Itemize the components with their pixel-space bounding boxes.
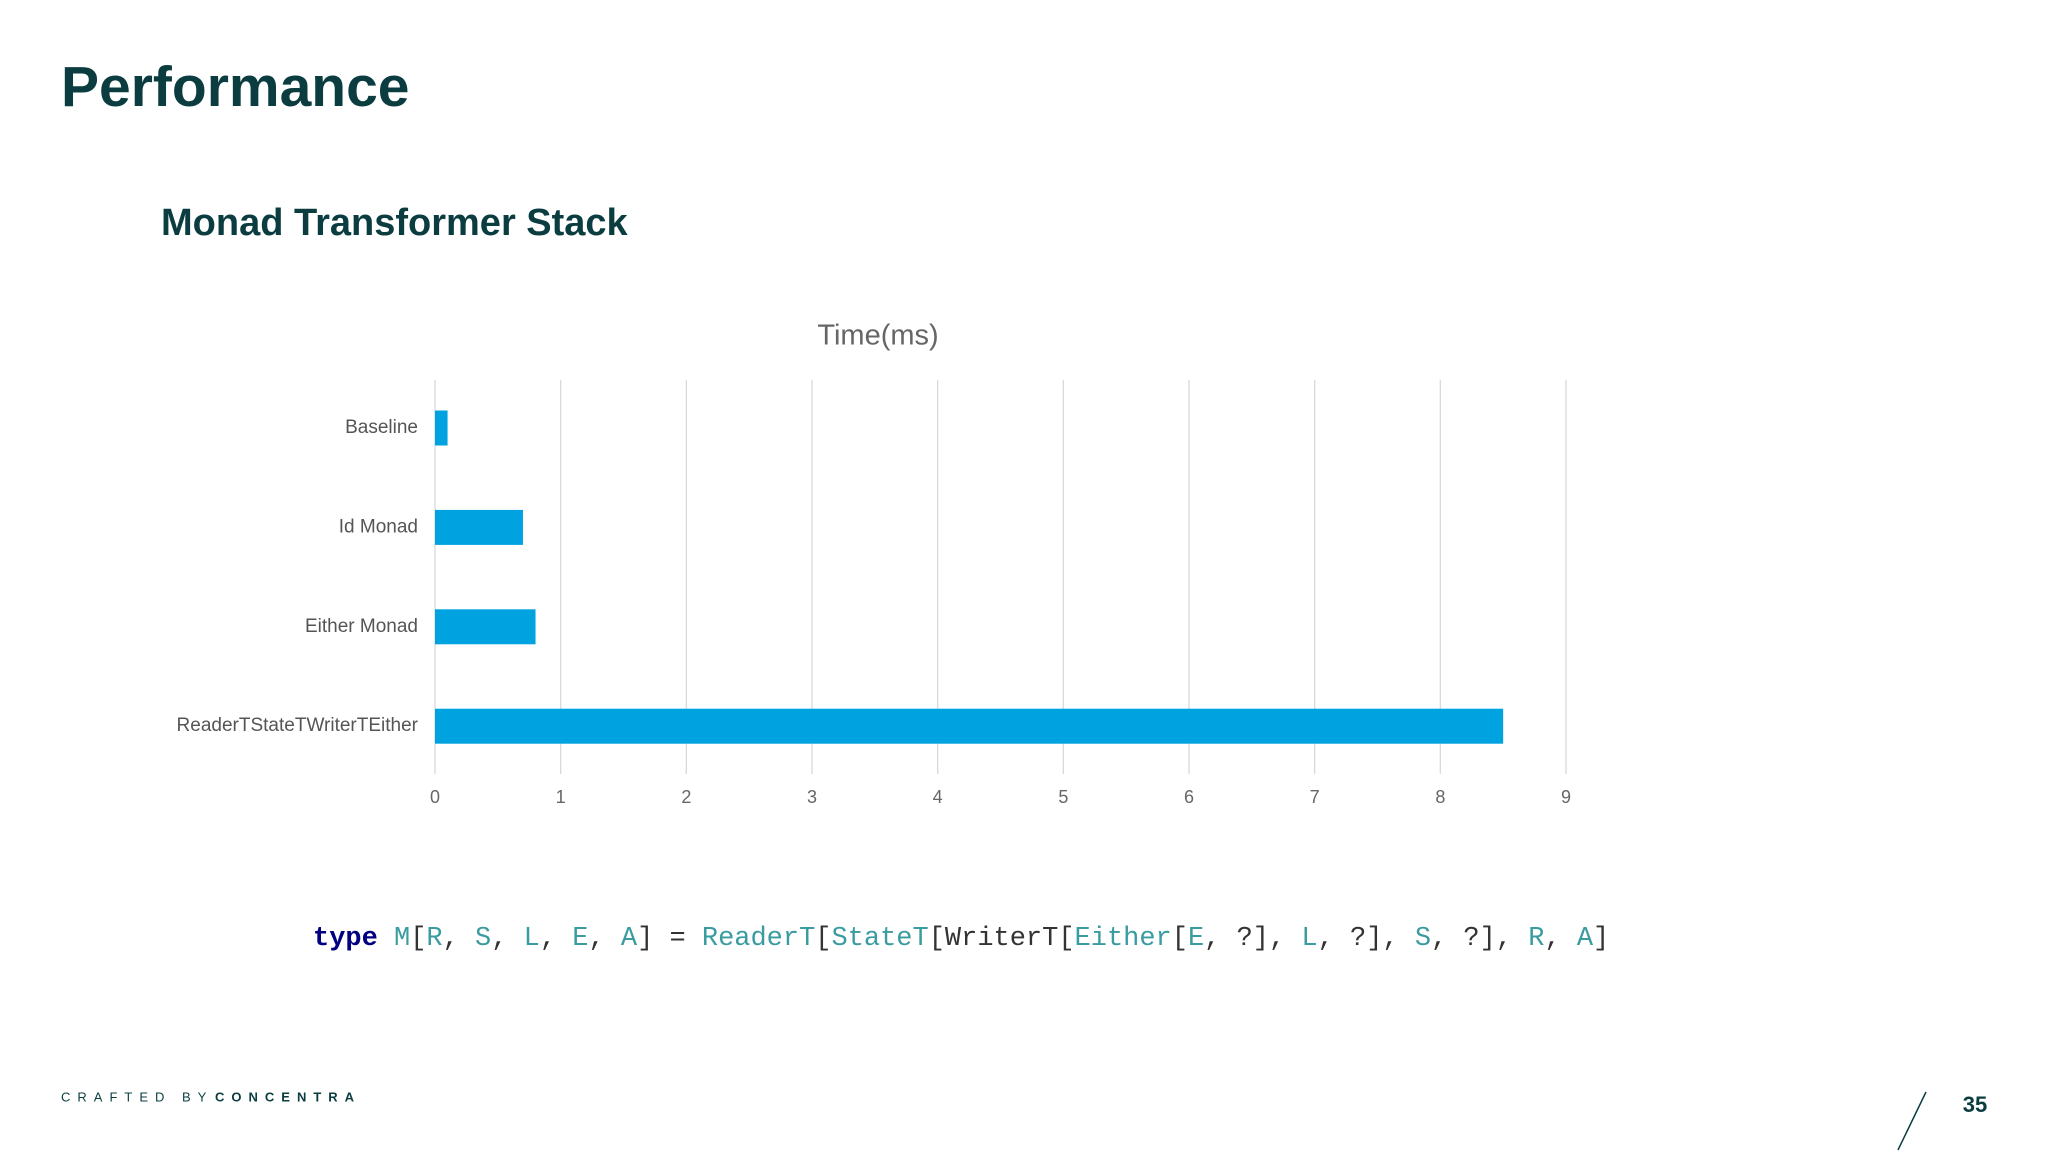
code-token: ,	[540, 924, 572, 954]
x-tick-label: 6	[1184, 787, 1194, 807]
code-token: ] =	[637, 924, 702, 954]
y-tick-label: ReaderTStateTWriterTEither	[177, 715, 419, 736]
code-token: ,	[588, 924, 620, 954]
x-tick-label: 7	[1310, 787, 1320, 807]
x-tick-label: 5	[1058, 787, 1068, 807]
bar	[435, 708, 1504, 744]
footer-crafted: CRAFTED BY	[61, 1089, 213, 1104]
code-token: ]	[1593, 924, 1609, 954]
slide-subtitle: Monad Transformer Stack	[161, 202, 629, 244]
x-tick-label: 8	[1435, 787, 1445, 807]
code-token	[378, 924, 394, 954]
x-tick-label: 9	[1561, 787, 1571, 807]
code-token: A	[621, 924, 638, 954]
code-token: S	[1415, 924, 1431, 954]
page-number: 35	[1963, 1092, 1987, 1117]
code-token: S	[475, 924, 491, 954]
x-tick-label: 0	[430, 787, 440, 807]
code-token: L	[1301, 924, 1317, 954]
code-token: Either	[1075, 924, 1172, 954]
code-token: [	[1172, 924, 1188, 954]
x-tick-label: 4	[933, 787, 943, 807]
code-token: R	[1528, 924, 1544, 954]
chart-title: Time(ms)	[817, 320, 938, 352]
code-token: type	[313, 924, 378, 954]
bar	[435, 609, 536, 645]
code-token: E	[1188, 924, 1204, 954]
code-token: , ?],	[1318, 924, 1415, 954]
x-tick-label: 2	[681, 787, 691, 807]
slide-title: Performance	[61, 55, 410, 119]
code-token: M	[394, 924, 410, 954]
code-token: [	[815, 924, 831, 954]
bar	[435, 509, 523, 545]
code-token: [WriterT[	[929, 924, 1075, 954]
code-token: ,	[443, 924, 475, 954]
code-token: L	[524, 924, 540, 954]
y-tick-label: Id Monad	[339, 516, 418, 537]
code-token: R	[426, 924, 442, 954]
x-tick-label: 1	[556, 787, 566, 807]
code-token: , ?],	[1204, 924, 1301, 954]
code-token: , ?],	[1431, 924, 1528, 954]
x-tick-label: 3	[807, 787, 817, 807]
code-token: A	[1577, 924, 1594, 954]
code-token: ReaderT	[702, 924, 815, 954]
y-tick-label: Baseline	[345, 417, 418, 438]
bar	[435, 410, 448, 446]
code-token: ,	[491, 924, 523, 954]
footer-brand: CONCENTRA	[215, 1089, 361, 1104]
code-token: StateT	[832, 924, 929, 954]
footer-slash	[1897, 1091, 1927, 1151]
code-line: type M[R, S, L, E, A] = ReaderT[StateT[W…	[313, 924, 1609, 954]
code-token: E	[572, 924, 588, 954]
code-token: [	[410, 924, 426, 954]
code-token: ,	[1544, 924, 1576, 954]
y-tick-label: Either Monad	[305, 616, 418, 637]
